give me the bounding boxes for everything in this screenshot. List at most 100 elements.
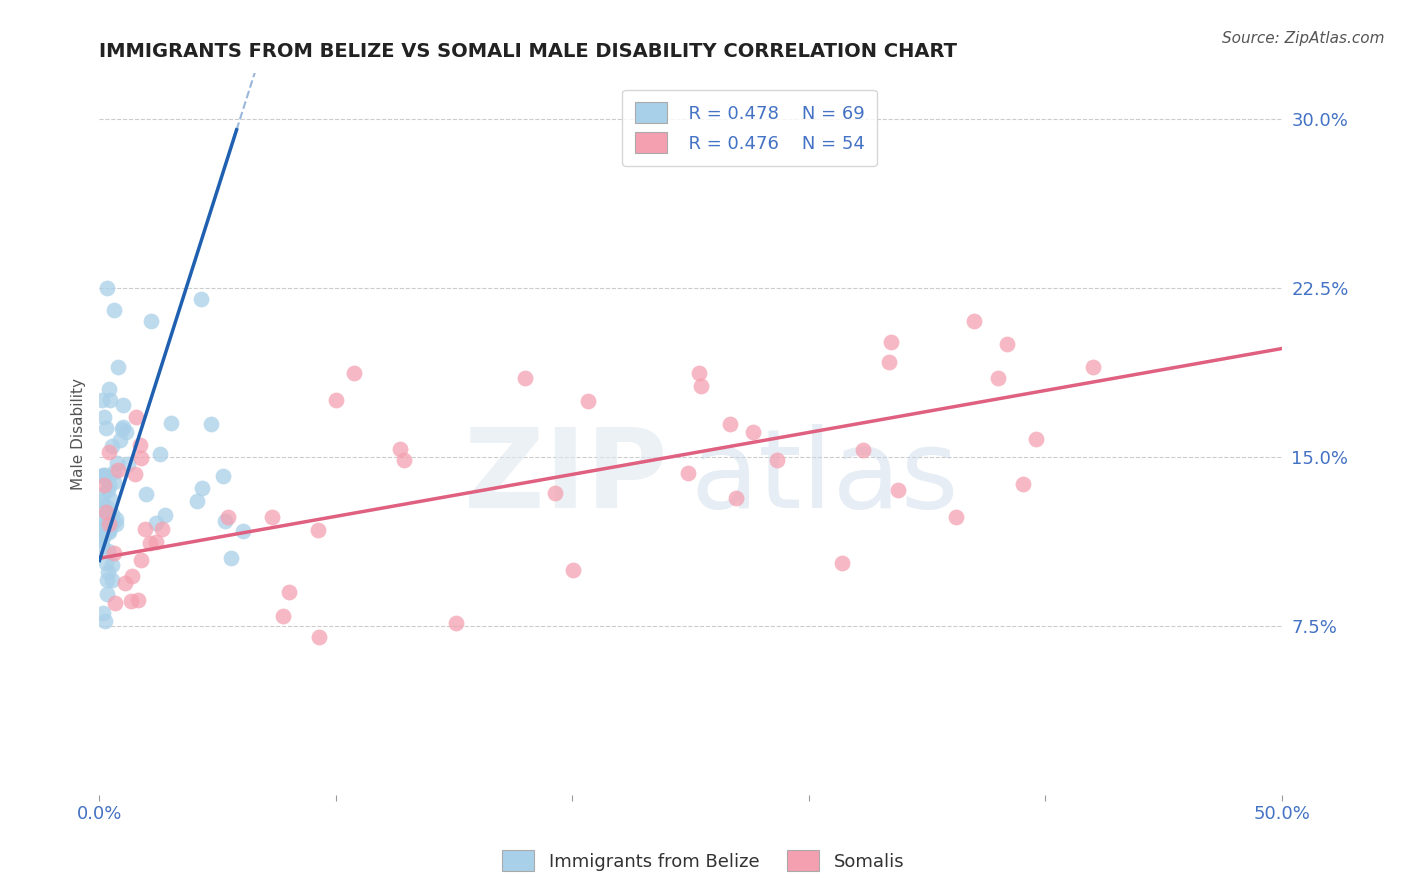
Point xyxy=(97,478,120,492)
Legend:   R = 0.478    N = 69,   R = 0.476    N = 54: R = 0.478 N = 69, R = 0.476 N = 54 xyxy=(623,90,877,166)
Point xyxy=(134,522,156,536)
Point xyxy=(145,535,167,549)
Point xyxy=(217,509,239,524)
Point xyxy=(103,465,125,479)
Point xyxy=(96,280,118,294)
Point xyxy=(98,444,121,458)
Point xyxy=(191,482,214,496)
Point xyxy=(513,371,536,385)
Point xyxy=(561,563,583,577)
Point xyxy=(94,505,117,519)
Point xyxy=(308,630,330,644)
Text: ZIP: ZIP xyxy=(464,424,666,531)
Point xyxy=(139,536,162,550)
Point xyxy=(343,366,366,380)
Point xyxy=(98,509,121,524)
Point xyxy=(688,366,710,380)
Point xyxy=(718,417,741,431)
Point xyxy=(544,486,567,500)
Point xyxy=(678,466,700,480)
Point xyxy=(94,421,117,435)
Point xyxy=(97,483,120,497)
Point xyxy=(90,510,112,524)
Point xyxy=(831,556,853,570)
Point xyxy=(94,557,117,571)
Point xyxy=(879,355,901,369)
Point xyxy=(766,453,789,467)
Point xyxy=(90,514,112,528)
Point xyxy=(129,450,152,465)
Text: IMMIGRANTS FROM BELIZE VS SOMALI MALE DISABILITY CORRELATION CHART: IMMIGRANTS FROM BELIZE VS SOMALI MALE DI… xyxy=(100,42,957,61)
Point xyxy=(120,594,142,608)
Point xyxy=(100,558,122,573)
Point xyxy=(444,615,467,630)
Point xyxy=(576,394,599,409)
Point xyxy=(887,483,910,498)
Point xyxy=(104,596,127,610)
Point xyxy=(96,587,118,601)
Point xyxy=(96,500,118,515)
Point xyxy=(110,433,132,447)
Point xyxy=(724,491,747,505)
Point xyxy=(97,522,120,536)
Point xyxy=(97,382,120,396)
Point xyxy=(93,528,115,542)
Point xyxy=(945,509,967,524)
Text: atlas: atlas xyxy=(690,424,959,531)
Point xyxy=(97,544,120,558)
Point xyxy=(111,422,134,436)
Point xyxy=(190,292,212,306)
Point xyxy=(219,550,242,565)
Point xyxy=(100,491,122,506)
Point xyxy=(91,500,114,514)
Point xyxy=(93,523,115,537)
Point xyxy=(100,574,122,588)
Point xyxy=(114,576,136,591)
Point xyxy=(159,416,181,430)
Point xyxy=(105,456,128,470)
Point xyxy=(200,417,222,432)
Point xyxy=(125,409,148,424)
Point xyxy=(90,469,112,483)
Text: Source: ZipAtlas.com: Source: ZipAtlas.com xyxy=(1222,31,1385,46)
Point xyxy=(277,585,299,599)
Point xyxy=(91,492,114,507)
Point xyxy=(96,573,118,587)
Point xyxy=(93,410,115,425)
Point xyxy=(129,438,152,452)
Point xyxy=(987,371,1010,385)
Point xyxy=(741,425,763,439)
Point xyxy=(963,314,986,328)
Point xyxy=(94,518,117,533)
Point xyxy=(91,607,114,621)
Point xyxy=(1011,476,1033,491)
Point xyxy=(98,525,121,540)
Point xyxy=(127,592,149,607)
Point xyxy=(90,533,112,547)
Point xyxy=(103,546,125,560)
Point xyxy=(101,517,124,532)
Point xyxy=(96,524,118,538)
Point xyxy=(134,486,156,500)
Point xyxy=(124,467,146,481)
Point xyxy=(389,442,412,456)
Point xyxy=(690,378,713,392)
Point xyxy=(214,514,236,528)
Point xyxy=(105,511,128,525)
Point xyxy=(90,540,112,554)
Point xyxy=(111,398,134,412)
Point xyxy=(103,303,125,318)
Point xyxy=(1025,433,1047,447)
Point xyxy=(98,517,121,532)
Point xyxy=(212,469,235,483)
Point xyxy=(880,334,903,349)
Point xyxy=(114,425,136,439)
Point xyxy=(112,420,135,434)
Point xyxy=(97,566,120,580)
Point xyxy=(98,393,121,408)
Point xyxy=(103,475,125,490)
Point xyxy=(90,527,112,541)
Point xyxy=(149,447,172,461)
Point xyxy=(105,516,128,531)
Point xyxy=(107,359,129,374)
